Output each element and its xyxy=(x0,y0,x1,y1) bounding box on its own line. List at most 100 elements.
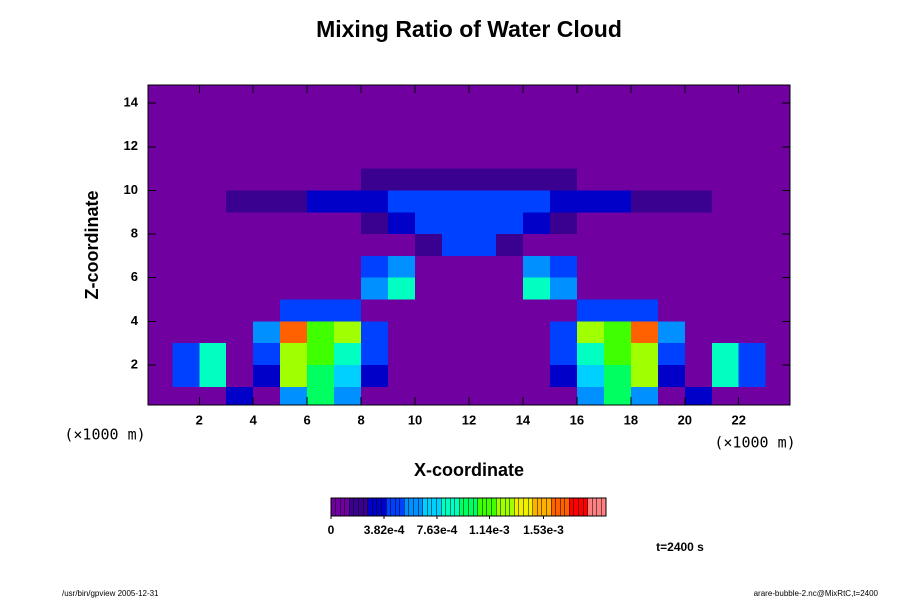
cell xyxy=(738,365,766,387)
x-tick-label: 20 xyxy=(678,412,692,427)
cell xyxy=(549,85,577,104)
colorbar-cell xyxy=(514,497,520,517)
cell xyxy=(172,365,200,387)
cell xyxy=(172,190,200,213)
colorbar-cell xyxy=(468,497,474,517)
colorbar-cell xyxy=(358,497,364,517)
cell xyxy=(469,277,496,300)
cell xyxy=(253,190,281,213)
cell xyxy=(280,124,308,147)
cell xyxy=(684,212,712,235)
cell xyxy=(684,190,712,213)
cell xyxy=(388,103,416,125)
cell xyxy=(630,234,658,256)
cell xyxy=(334,103,362,125)
cell xyxy=(657,321,685,344)
cell xyxy=(765,190,790,213)
cell xyxy=(226,124,254,147)
cell xyxy=(172,85,200,104)
cell xyxy=(148,85,173,104)
cell xyxy=(603,124,631,147)
cell xyxy=(765,299,790,322)
cell xyxy=(361,321,389,344)
y-tick-label: 10 xyxy=(124,182,138,197)
cell xyxy=(603,168,631,191)
cell xyxy=(280,365,308,387)
colorbar-tick-label: 1.14e-3 xyxy=(469,523,510,537)
cell xyxy=(148,277,173,300)
cell xyxy=(576,299,604,322)
cell xyxy=(711,103,739,125)
colorbar-cell xyxy=(459,497,465,517)
cell xyxy=(603,234,631,256)
cell xyxy=(388,321,416,344)
colorbar-cell xyxy=(482,497,488,517)
cell xyxy=(603,365,631,387)
cell xyxy=(172,386,200,405)
cell xyxy=(307,85,335,104)
cell xyxy=(226,168,254,191)
cell xyxy=(603,190,631,213)
cell xyxy=(495,190,523,213)
cell xyxy=(711,299,739,322)
cell xyxy=(334,146,362,169)
colorbar-cell xyxy=(518,497,524,517)
cell xyxy=(657,212,685,235)
colorbar-cell xyxy=(491,497,497,517)
cell xyxy=(711,85,739,104)
cell xyxy=(334,212,362,235)
cell xyxy=(361,168,389,191)
cell xyxy=(442,124,469,147)
cell xyxy=(738,386,766,405)
colorbar-cell xyxy=(390,497,396,517)
x-tick-label: 16 xyxy=(570,412,584,427)
cell xyxy=(684,277,712,300)
cell xyxy=(738,255,766,278)
cell xyxy=(576,190,604,213)
cell xyxy=(307,386,335,405)
cell xyxy=(576,234,604,256)
cell xyxy=(603,85,631,104)
cell xyxy=(549,386,577,405)
cell xyxy=(307,234,335,256)
cell xyxy=(148,365,173,387)
y-tick-label: 2 xyxy=(131,356,138,371)
cell xyxy=(738,103,766,125)
cell xyxy=(711,168,739,191)
cell xyxy=(415,85,443,104)
cell xyxy=(657,146,685,169)
cell xyxy=(415,103,443,125)
cell xyxy=(684,146,712,169)
colorbar-cell xyxy=(532,497,538,517)
colorbar-tick-label: 3.82e-4 xyxy=(364,523,405,537)
cell xyxy=(549,168,577,191)
cell xyxy=(657,190,685,213)
cell xyxy=(226,234,254,256)
cell xyxy=(148,212,173,235)
cell xyxy=(307,124,335,147)
cell xyxy=(657,168,685,191)
cell xyxy=(738,85,766,104)
colorbar-cell xyxy=(413,497,419,517)
cell xyxy=(415,234,443,256)
cell xyxy=(388,277,416,300)
colorbar-cell xyxy=(504,497,510,517)
cell xyxy=(576,212,604,235)
cell xyxy=(280,168,308,191)
cell xyxy=(199,343,227,366)
cell xyxy=(442,321,469,344)
cell xyxy=(199,386,227,405)
colorbar-cell xyxy=(559,497,566,517)
colorbar-cell xyxy=(592,497,598,517)
cell xyxy=(280,103,308,125)
cell xyxy=(522,299,550,322)
cell xyxy=(280,190,308,213)
cell xyxy=(226,146,254,169)
cell xyxy=(765,212,790,235)
cell xyxy=(711,190,739,213)
cell xyxy=(334,190,362,213)
cell xyxy=(148,190,173,213)
cell xyxy=(172,146,200,169)
cell xyxy=(603,212,631,235)
colorbar-cell xyxy=(463,497,469,517)
